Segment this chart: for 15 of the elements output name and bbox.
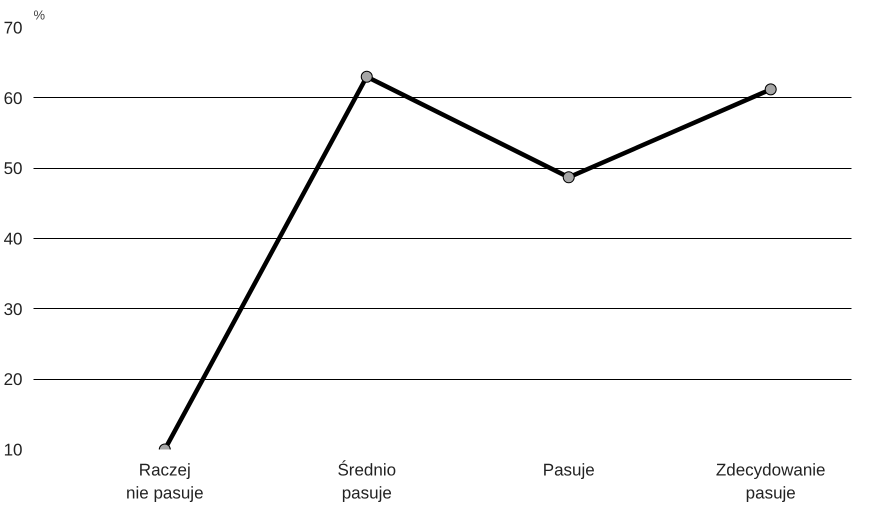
- point: [360, 70, 373, 83]
- point: [764, 83, 777, 96]
- y-tick-label: 30: [4, 300, 23, 319]
- y-tick-label: 60: [4, 88, 23, 108]
- y-tick-label: 20: [4, 370, 23, 390]
- y-tick-label: 10: [4, 440, 23, 460]
- x-tick-label: Średnio pasuje: [337, 460, 396, 502]
- x-tick-label: Raczej nie pasuje: [126, 460, 204, 502]
- x-tick-label: Zdecydowanie pasuje: [716, 460, 826, 502]
- point: [562, 171, 575, 184]
- y-tick-label: 70: [4, 18, 23, 38]
- y-tick-label: 40: [4, 230, 23, 248]
- y-axis-title: %: [34, 8, 46, 22]
- x-tick-label: Pasuje: [542, 460, 595, 480]
- y-tick-label: 50: [4, 159, 23, 178]
